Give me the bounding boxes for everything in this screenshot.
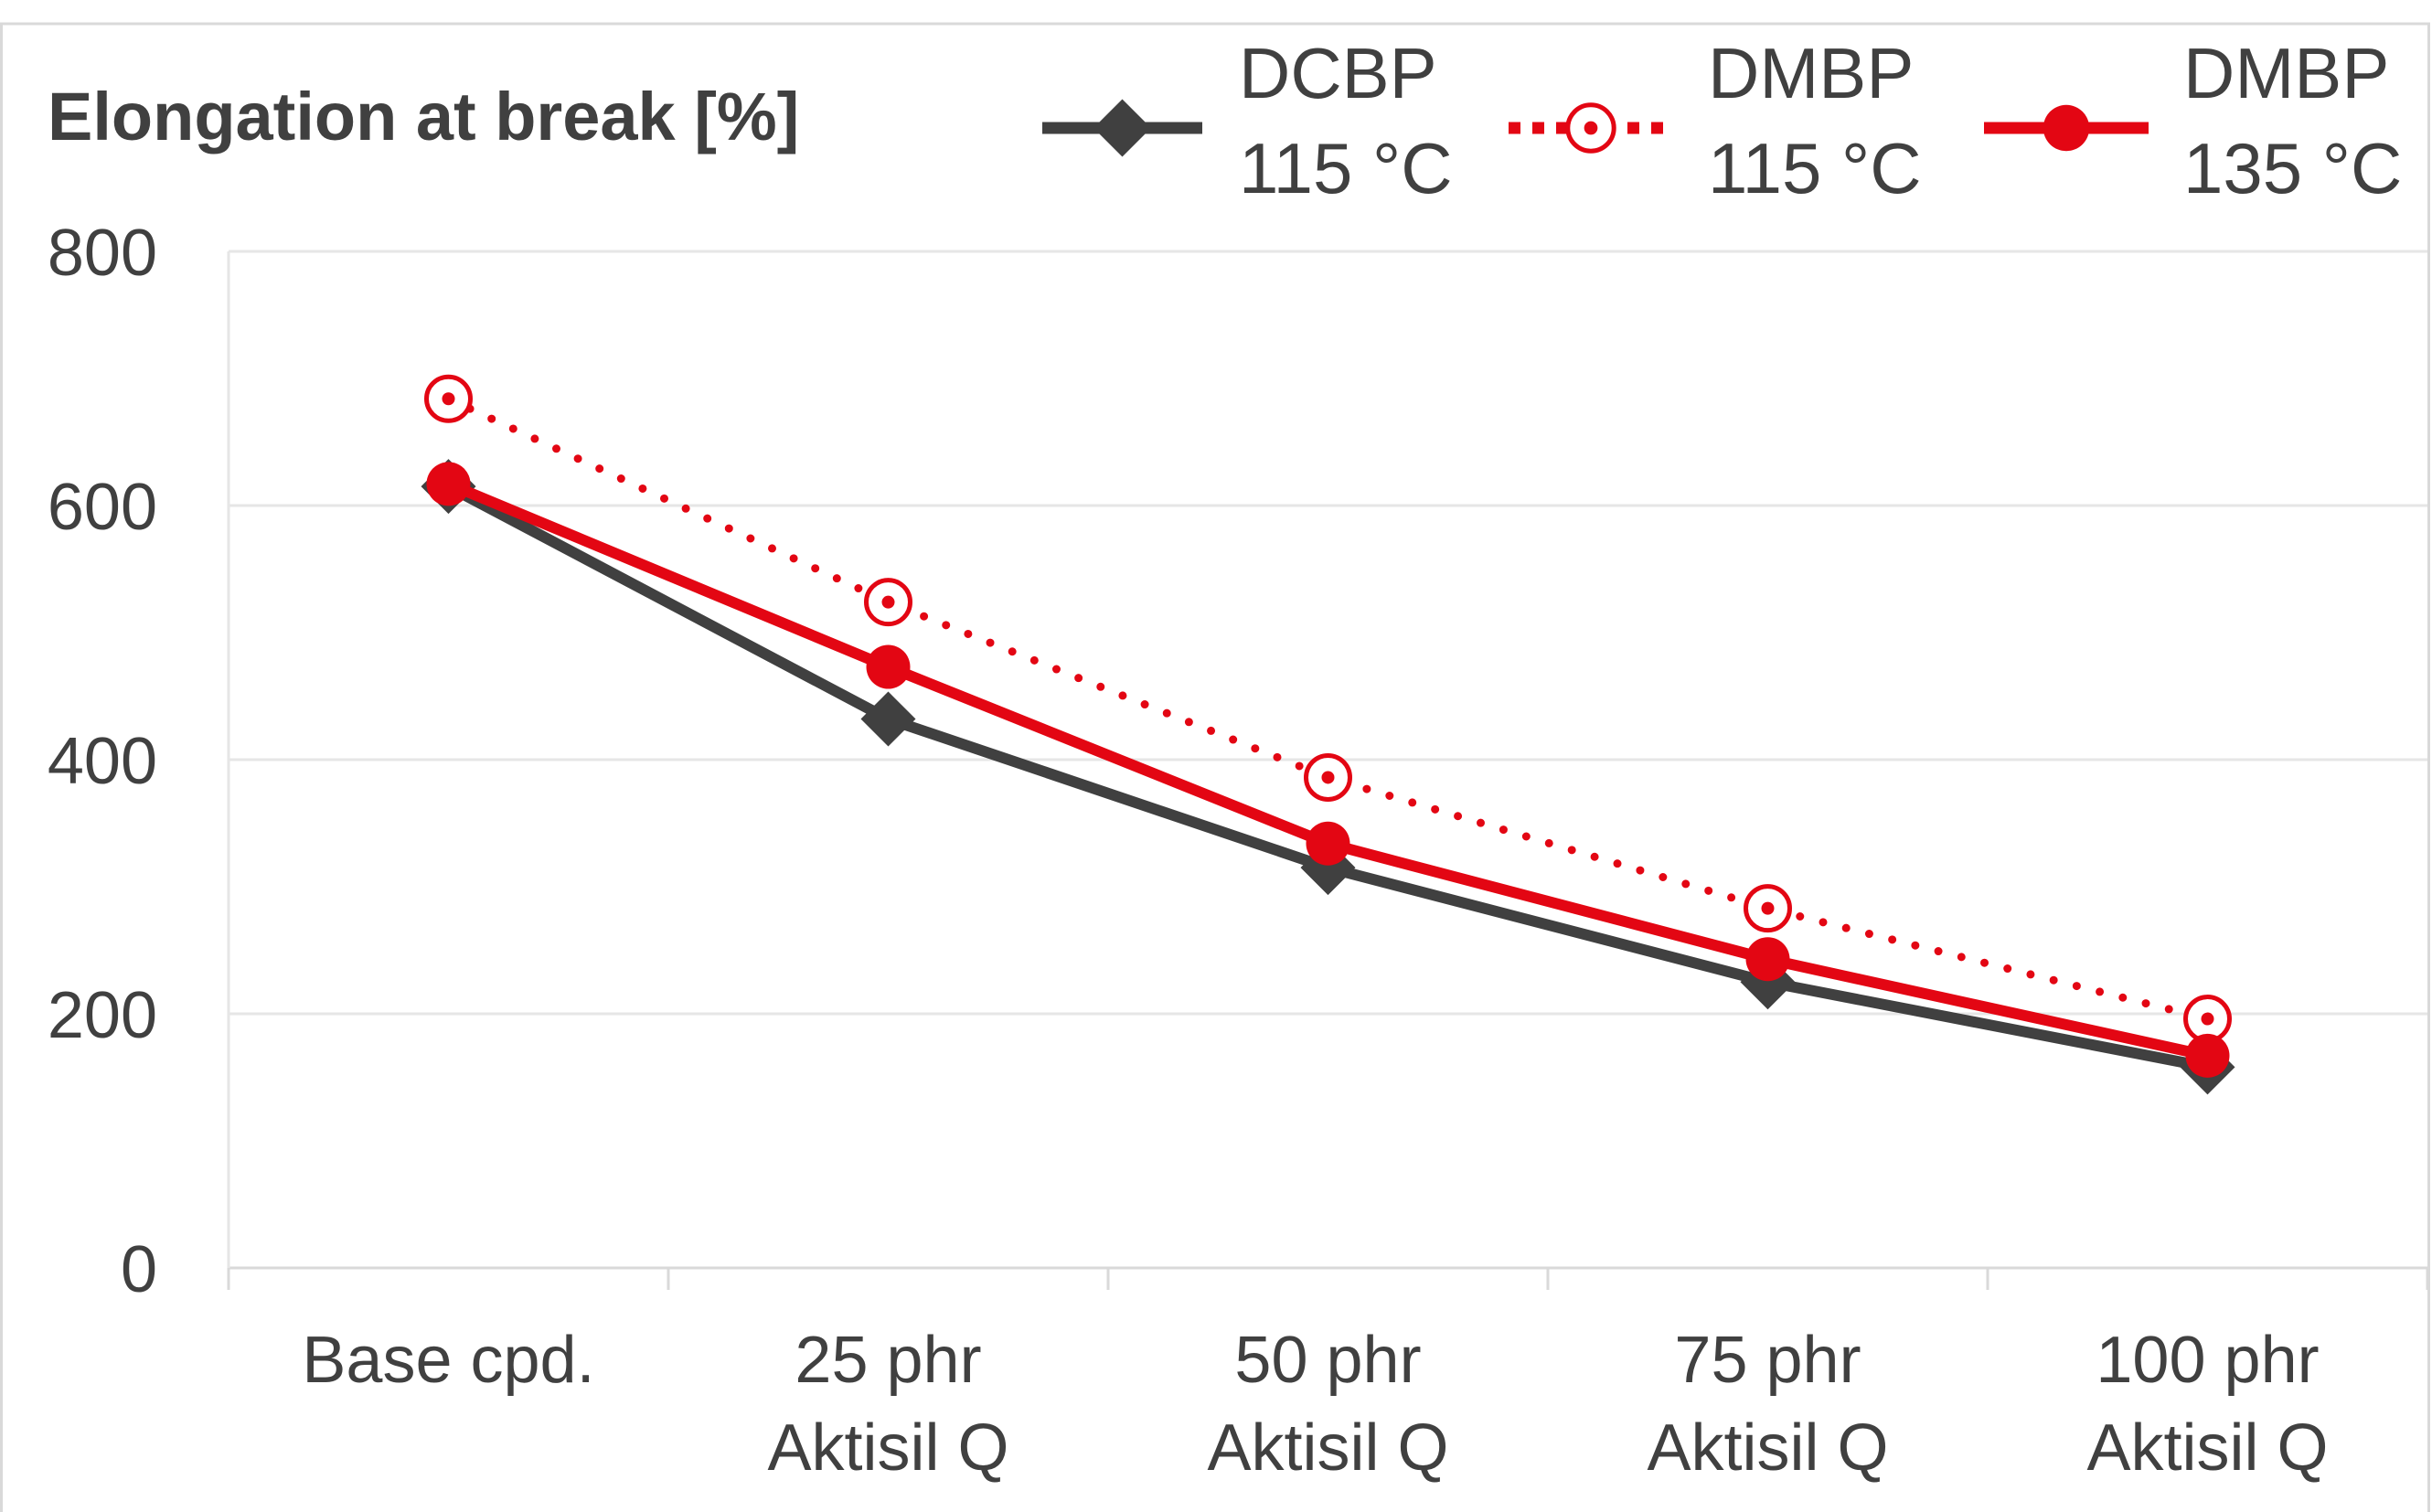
x-tick-label-line: Aktisil Q xyxy=(767,1411,1008,1485)
y-tick-label: 600 xyxy=(48,471,157,544)
x-tick-label-line: Aktisil Q xyxy=(1207,1411,1448,1485)
legend-label: DMBP 135 °C xyxy=(2183,33,2402,208)
open-circle-center-dot xyxy=(881,595,895,609)
filled-circle-marker xyxy=(426,462,471,506)
filled-circle-marker xyxy=(2043,104,2090,152)
legend-label-line: DMBP xyxy=(2183,33,2389,113)
y-tick-label: 800 xyxy=(48,217,157,290)
legend: DCBP 115 °C DMBP 115 °C DMBP 135 °C xyxy=(1042,33,2402,208)
open-circle-center-dot xyxy=(442,392,455,406)
x-tick-label-line: 50 phr xyxy=(1234,1324,1421,1397)
filled-circle-marker xyxy=(2185,1033,2230,1078)
x-tick-label-line: 100 phr xyxy=(2096,1324,2319,1397)
x-tick-label-line: Aktisil Q xyxy=(1647,1411,1888,1485)
y-tick-label: 200 xyxy=(48,979,157,1052)
legend-entry: DMBP 115 °C xyxy=(1509,33,1922,208)
x-tick-label: Base cpd. xyxy=(302,1324,594,1397)
x-tick-label-line: Aktisil Q xyxy=(2086,1411,2328,1485)
series-2 xyxy=(426,462,2230,1078)
y-axis-ticks: 0 200 400 600 800 xyxy=(48,217,157,1306)
open-circle-center-dot xyxy=(1321,771,1335,784)
diamond-marker xyxy=(860,691,916,747)
filled-circle-marker xyxy=(866,644,911,689)
legend-label-line: 135 °C xyxy=(2183,128,2402,208)
x-tick-label: 50 phr Aktisil Q xyxy=(1207,1324,1448,1485)
x-tick-label-line: 25 phr xyxy=(795,1324,981,1397)
open-circle-center-dot xyxy=(1761,901,1775,915)
legend-label-line: 115 °C xyxy=(1708,128,1922,208)
open-circle-center-dot xyxy=(1584,121,1598,135)
legend-label: DCBP 115 °C xyxy=(1239,33,1453,208)
filled-circle-marker xyxy=(1306,821,1350,866)
gridlines xyxy=(229,250,2427,1016)
legend-entry: DCBP 115 °C xyxy=(1042,33,1453,208)
y-tick-label: 0 xyxy=(121,1233,157,1306)
chart-title: Elongation at break [%] xyxy=(48,79,799,154)
diamond-marker xyxy=(1093,99,1151,157)
open-circle-center-dot xyxy=(2201,1012,2214,1026)
legend-label-line: DMBP xyxy=(1708,33,1914,113)
x-tick-label: 75 phr Aktisil Q xyxy=(1647,1324,1888,1485)
x-axis xyxy=(227,251,2429,1290)
x-tick-label: 100 phr Aktisil Q xyxy=(2086,1324,2328,1485)
legend-label-line: DCBP xyxy=(1239,33,1437,113)
chart-frame xyxy=(0,22,2430,1512)
x-tick-label-line: 75 phr xyxy=(1674,1324,1861,1397)
series-layer xyxy=(421,374,2235,1095)
filled-circle-marker xyxy=(1745,937,1790,982)
series-1 xyxy=(424,374,2232,1044)
y-tick-label: 400 xyxy=(48,725,157,798)
series-line xyxy=(444,394,2212,1024)
legend-label-line: 115 °C xyxy=(1239,128,1453,208)
x-tick-label: 25 phr Aktisil Q xyxy=(767,1324,1008,1485)
x-axis-ticks: Base cpd. 25 phr Aktisil Q50 phr Aktisil Q7… xyxy=(302,1324,2328,1485)
legend-entry: DMBP 135 °C xyxy=(1984,33,2402,208)
x-tick-label-line: Base cpd. xyxy=(302,1324,594,1397)
legend-label: DMBP 115 °C xyxy=(1708,33,1922,208)
